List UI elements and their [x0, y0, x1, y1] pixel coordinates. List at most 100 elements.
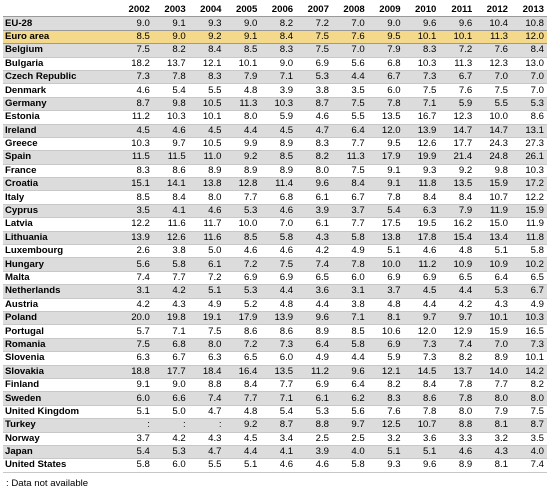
table-row: Norway 3.7 4.2 4.3 4.5 3.4 2.5 2.5 3.2 3.6 3.3 3.2 3… [3, 432, 547, 446]
country-cell: Hungary [3, 257, 118, 272]
value-cell: 7.2 [296, 16, 332, 31]
value-cell: 6.5 [224, 351, 261, 366]
value-cell: 13.5 [367, 110, 404, 125]
value-cell: 4.9 [188, 298, 225, 312]
value-cell: 4.5 [260, 124, 297, 138]
value-cell: 10.7 [403, 418, 440, 433]
year-header: 2002 [117, 4, 153, 18]
value-cell: 8.4 [403, 378, 440, 393]
value-cell: 14.7 [439, 124, 476, 138]
value-cell: 6.2 [331, 391, 368, 406]
value-cell: 10.0 [475, 110, 512, 125]
value-cell: 8.3 [188, 70, 225, 85]
value-cell: 10.3 [260, 97, 297, 112]
value-cell: 6.5 [439, 271, 476, 286]
value-cell: 4.0 [511, 445, 547, 460]
value-cell: 5.1 [475, 244, 512, 259]
country-cell: France [3, 164, 118, 179]
value-cell: 7.0 [475, 338, 512, 353]
value-cell: 9.6 [403, 458, 440, 473]
value-cell: 11.3 [331, 150, 368, 165]
value-cell: 13.0 [511, 57, 547, 71]
value-cell: 13.9 [260, 311, 297, 326]
value-cell: 8.0 [224, 110, 261, 125]
value-cell: 11.5 [152, 150, 189, 165]
value-cell: 8.4 [511, 43, 547, 58]
value-cell: 5.5 [331, 110, 368, 125]
value-cell: 5.3 [224, 204, 261, 219]
value-cell: 3.6 [403, 432, 440, 446]
table-row: Japan 5.4 5.3 4.7 4.4 4.1 3.9 4.0 5.1 5.1 4.6 4.3 4.… [3, 445, 547, 460]
country-cell: Luxembourg [3, 244, 118, 259]
value-cell: : [117, 418, 153, 433]
value-cell: 4.4 [403, 298, 440, 312]
value-cell: 4.6 [152, 124, 189, 138]
value-cell: 4.9 [296, 351, 332, 366]
value-cell: 4.8 [224, 405, 261, 420]
value-cell: 11.8 [403, 177, 440, 192]
country-cell: Turkey [3, 418, 118, 433]
value-cell: 13.8 [188, 177, 225, 192]
value-cell: 8.7 [117, 97, 153, 112]
country-cell: Germany [3, 97, 118, 112]
year-header: 2009 [367, 4, 404, 18]
country-cell: Norway [3, 432, 118, 446]
country-cell: United States [3, 458, 118, 473]
value-cell: 7.8 [439, 378, 476, 393]
value-cell: 9.0 [260, 57, 297, 71]
value-cell: 3.8 [296, 83, 332, 98]
value-cell: 13.9 [117, 231, 153, 246]
value-cell: 7.5 [117, 338, 153, 353]
value-cell: 10.3 [152, 110, 189, 125]
value-cell: 9.6 [296, 177, 332, 192]
value-cell: 5.4 [260, 405, 297, 420]
value-cell: 9.3 [188, 16, 225, 31]
country-cell: Euro area [3, 30, 118, 45]
value-cell: 4.8 [260, 298, 297, 312]
value-cell: 4.4 [296, 298, 332, 312]
value-cell: 5.8 [331, 458, 368, 473]
value-cell: 10.2 [511, 257, 547, 272]
value-cell: 4.6 [224, 244, 261, 259]
value-cell: 19.8 [152, 311, 189, 326]
value-cell: 6.7 [367, 70, 404, 85]
value-cell: 11.4 [260, 177, 297, 192]
value-cell: 9.1 [117, 378, 153, 393]
value-cell: 6.9 [224, 271, 261, 286]
value-cell: 6.4 [331, 124, 368, 138]
value-cell: 4.6 [260, 204, 297, 219]
value-cell: 12.3 [439, 110, 476, 125]
value-cell: 11.2 [296, 365, 332, 379]
value-cell: 8.6 [511, 110, 547, 125]
value-cell: 8.3 [260, 43, 297, 58]
value-cell: 9.0 [224, 16, 261, 31]
value-cell: 8.0 [188, 190, 225, 205]
value-cell: 12.5 [367, 418, 404, 433]
table-row: Greece 10.3 9.7 10.5 9.9 8.9 8.3 7.7 9.5 12.6 17.7… [3, 137, 547, 152]
value-cell: 27.3 [511, 137, 547, 152]
value-cell: 10.1 [475, 311, 512, 326]
value-cell: 8.9 [475, 351, 512, 366]
value-cell: 14.0 [475, 365, 512, 379]
value-cell: 7.5 [296, 30, 332, 45]
value-cell: 7.5 [511, 405, 547, 420]
value-cell: 7.3 [403, 351, 440, 366]
value-cell: 5.1 [367, 445, 404, 460]
value-cell: 8.0 [296, 164, 332, 179]
value-cell: 18.2 [117, 57, 153, 71]
table-row: Slovakia 18.8 17.7 18.4 16.4 13.5 11.2 9.6 12.1 1… [3, 365, 547, 379]
value-cell: 8.5 [260, 150, 297, 165]
value-cell: 4.3 [188, 432, 225, 446]
value-cell: 16.4 [224, 365, 261, 379]
value-cell: 10.9 [475, 257, 512, 272]
header-corner-cell [3, 4, 118, 18]
value-cell: 7.1 [260, 391, 297, 406]
year-header: 2003 [152, 4, 189, 18]
table-row: Hungary 5.6 5.8 6.1 7.2 7.5 7.4 7.8 10.0 11.2 10.9… [3, 257, 547, 272]
value-cell: 4.7 [296, 124, 332, 138]
year-header: 2005 [224, 4, 261, 18]
value-cell: 7.6 [439, 83, 476, 98]
value-cell: 4.2 [117, 298, 153, 312]
value-cell: 5.1 [403, 445, 440, 460]
year-header: 2004 [188, 4, 225, 18]
